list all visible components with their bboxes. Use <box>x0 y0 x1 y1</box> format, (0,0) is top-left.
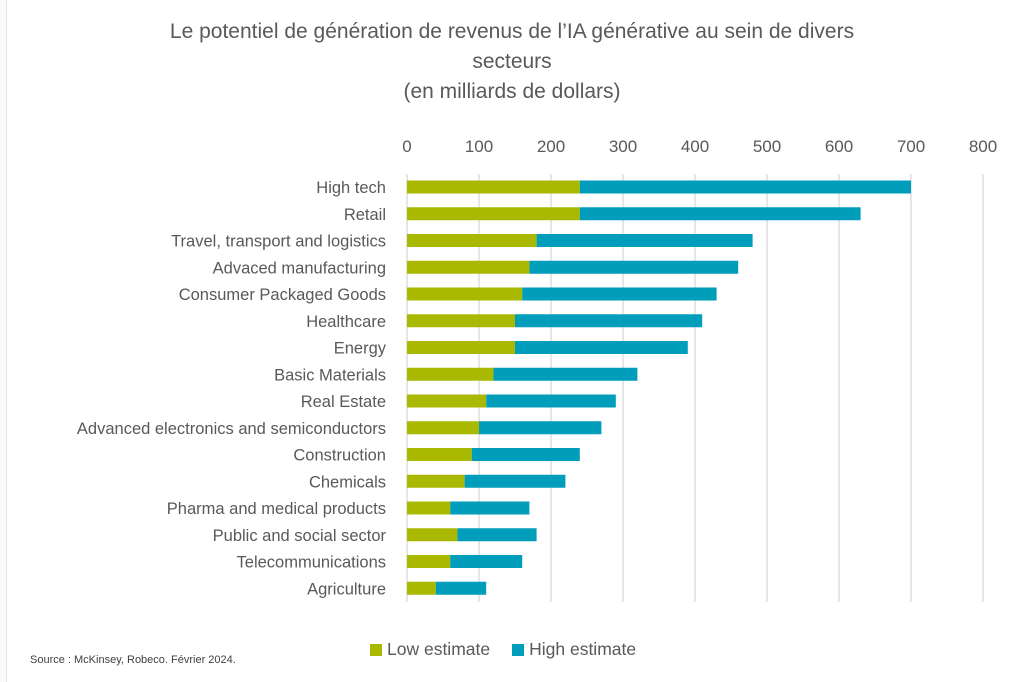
bar-low-estimate <box>407 287 523 301</box>
category-label: Public and social sector <box>213 527 387 545</box>
bar-low-estimate <box>407 528 458 542</box>
bar-low-estimate <box>407 314 515 328</box>
category-label: Retail <box>344 206 386 224</box>
bar-high-estimate <box>515 314 703 328</box>
category-label: Agriculture <box>307 580 386 598</box>
bar-low-estimate <box>407 421 479 435</box>
legend-swatch-high <box>512 643 525 656</box>
bar-low-estimate <box>407 180 580 194</box>
image-border <box>0 0 7 682</box>
bar-high-estimate <box>522 287 717 301</box>
bar-low-estimate <box>407 207 580 221</box>
category-label: Healthcare <box>306 313 386 331</box>
y-axis-categories: High tech Retail Travel, transport and log… <box>77 179 387 598</box>
chart-title-line-1: Le potentiel de génération de revenus de… <box>169 20 855 43</box>
x-tick-label: 600 <box>825 137 853 156</box>
legend-item-high-estimate[interactable]: High estimate <box>512 639 636 660</box>
bar-high-estimate <box>579 180 911 194</box>
bar-high-estimate <box>450 501 530 515</box>
bar-high-estimate <box>457 528 537 542</box>
bar-high-estimate <box>486 394 616 408</box>
bar-low-estimate <box>407 341 515 354</box>
x-tick-label: 700 <box>897 137 925 156</box>
category-label: Energy <box>334 340 387 358</box>
bar-low-estimate <box>407 581 436 595</box>
category-label: Basic Materials <box>274 366 386 384</box>
category-label: Advanced electronics and semiconductors <box>77 420 386 438</box>
bar-high-estimate <box>529 260 739 274</box>
bars <box>407 180 911 595</box>
bar-low-estimate <box>407 394 487 408</box>
bar-low-estimate <box>407 501 451 515</box>
category-label: Advaced manufacturing <box>213 259 386 277</box>
category-label: Construction <box>293 447 386 465</box>
source-note: Source : McKinsey, Robeco. Février 2024. <box>30 654 236 666</box>
bar-low-estimate <box>407 234 537 247</box>
bar-high-estimate <box>464 474 566 488</box>
bar-high-estimate <box>493 367 638 381</box>
category-label: Consumer Packaged Goods <box>179 286 386 304</box>
category-label: Telecommunications <box>237 554 386 572</box>
legend: Low estimate High estimate <box>370 639 658 660</box>
legend-item-low-estimate[interactable]: Low estimate <box>370 639 490 660</box>
bar-high-estimate <box>536 234 753 247</box>
legend-swatch-low <box>370 643 382 656</box>
x-tick-label: 0 <box>402 137 411 156</box>
bar-low-estimate <box>407 367 494 381</box>
bar-high-estimate <box>479 421 602 435</box>
bar-high-estimate <box>515 341 688 354</box>
bar-high-estimate <box>579 207 861 221</box>
x-tick-label: 500 <box>753 137 781 156</box>
category-label: Travel, transport and logistics <box>171 233 386 251</box>
bar-high-estimate <box>435 581 487 595</box>
category-label: Pharma and medical products <box>167 500 386 518</box>
category-label: Real Estate <box>301 393 386 411</box>
x-tick-label: 400 <box>681 137 709 156</box>
bar-low-estimate <box>407 260 530 274</box>
chart-subtitle: (en milliards de dollars) <box>403 80 621 103</box>
x-tick-label: 300 <box>609 137 637 156</box>
bar-high-estimate <box>450 555 523 568</box>
chart-title-line-2: secteurs <box>472 50 552 73</box>
legend-label-high: High estimate <box>529 639 637 659</box>
x-tick-label: 800 <box>969 137 997 156</box>
bar-low-estimate <box>407 448 472 461</box>
x-tick-label: 200 <box>537 137 565 156</box>
chart-title: Le potentiel de génération de revenus de… <box>0 17 1024 107</box>
bar-high-estimate <box>471 448 580 461</box>
legend-label-low: Low estimate <box>387 639 491 659</box>
bar-low-estimate <box>407 474 465 488</box>
x-tick-label: 100 <box>465 137 493 156</box>
category-label: High tech <box>316 179 386 197</box>
x-axis-ticks: 0 100 200 300 400 500 600 700 800 <box>402 137 997 156</box>
bar-low-estimate <box>407 555 451 568</box>
category-label: Chemicals <box>309 473 386 491</box>
